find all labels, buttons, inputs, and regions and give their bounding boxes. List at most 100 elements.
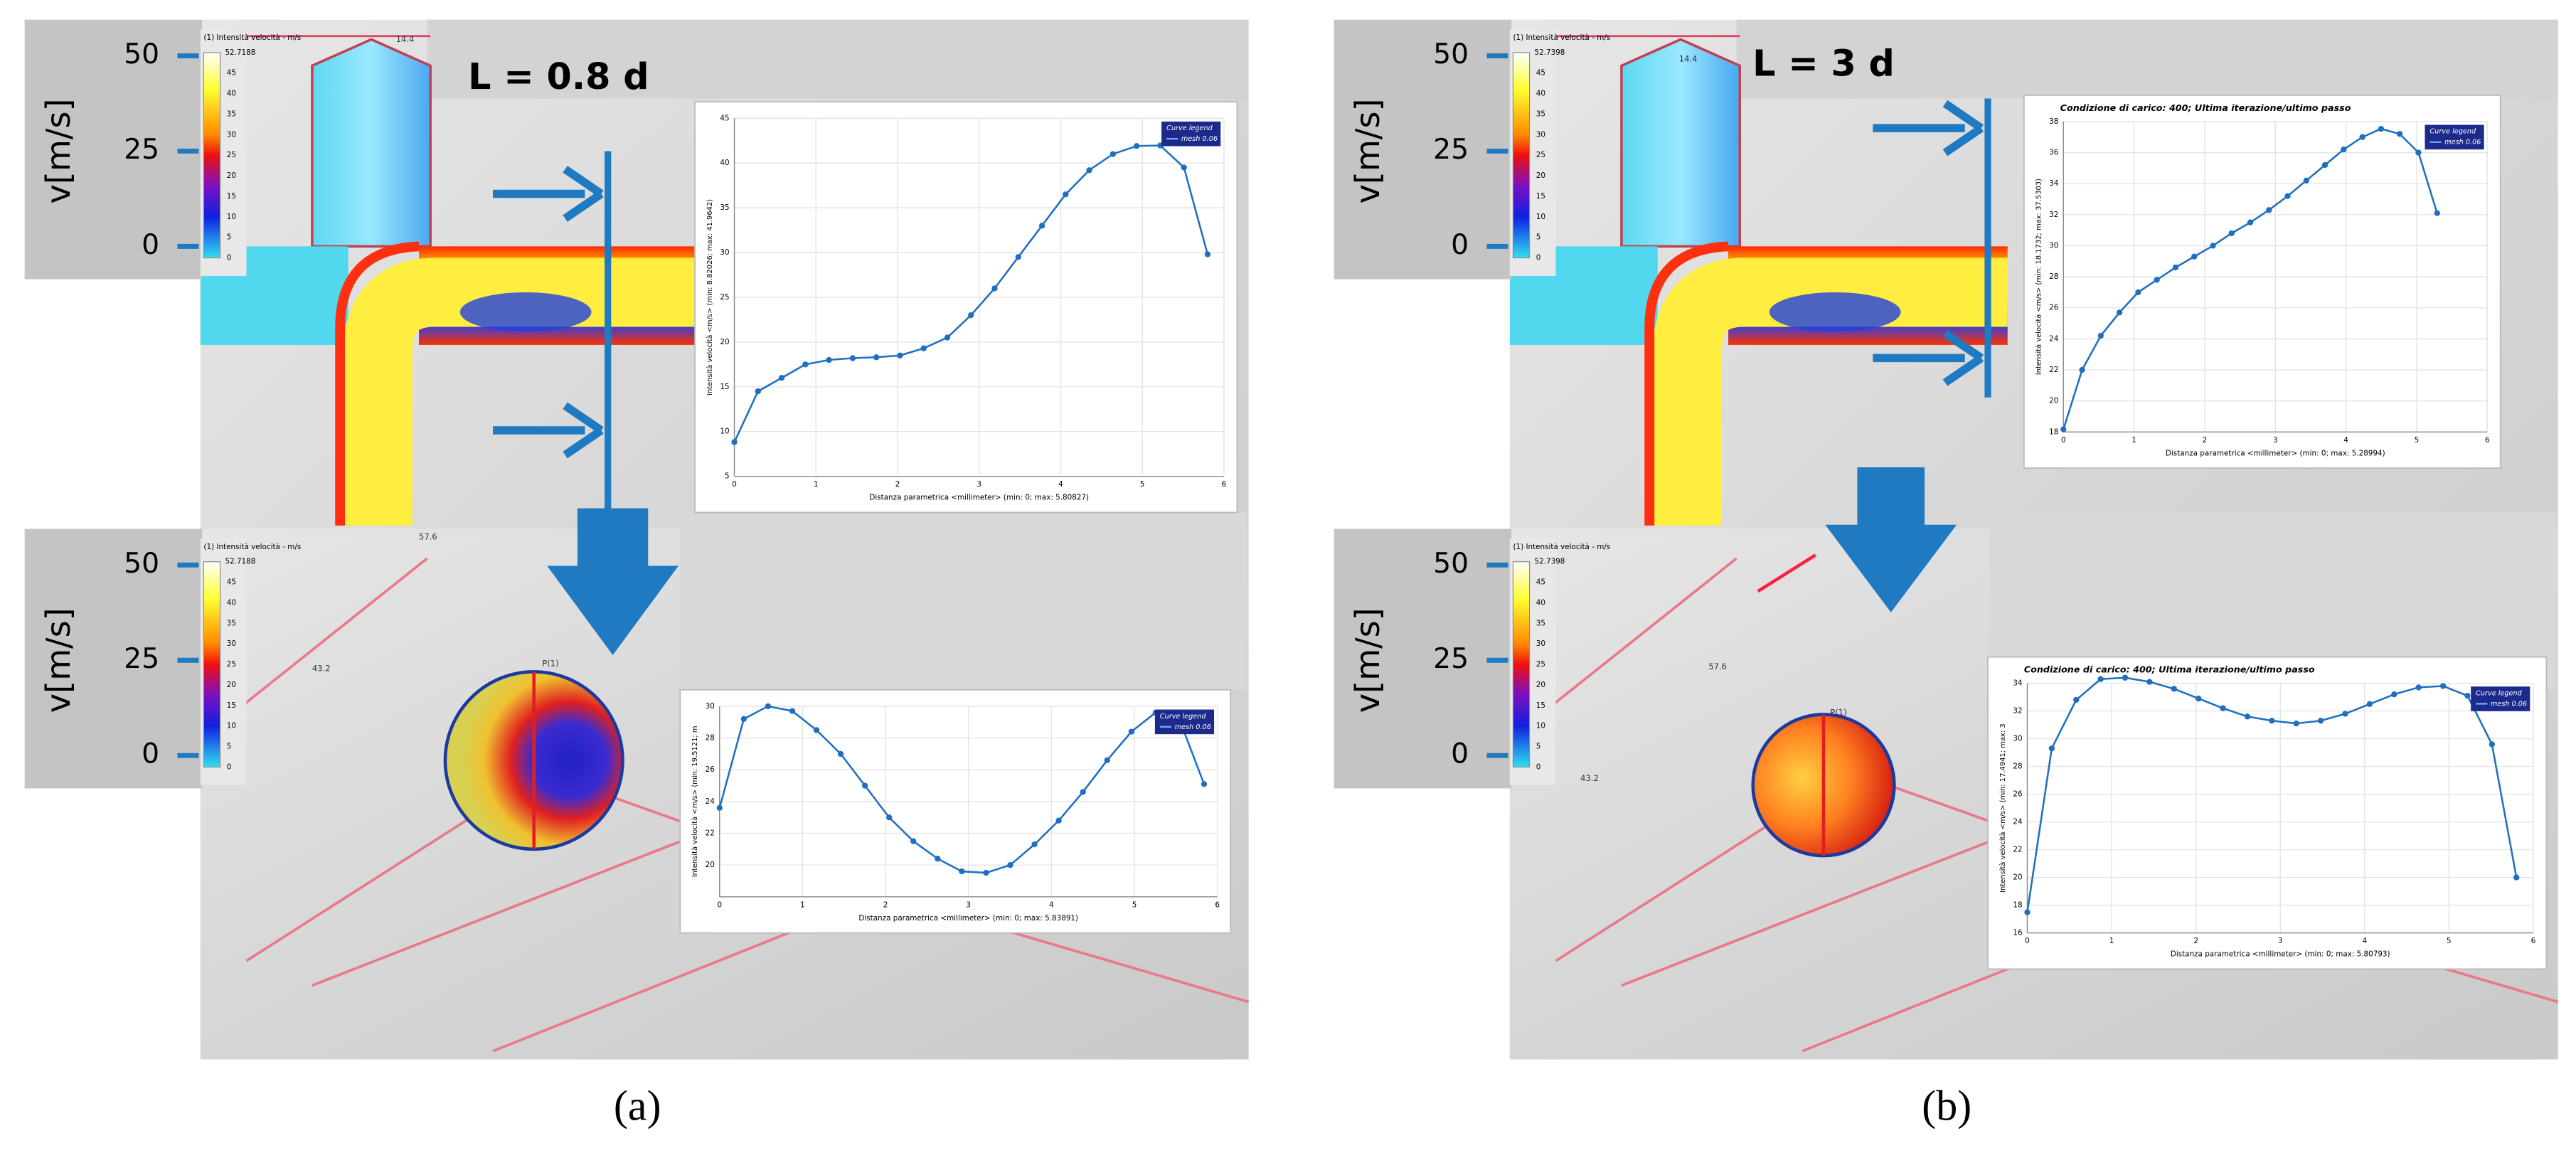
colorbar-tick-label: 45 bbox=[227, 578, 236, 587]
legend-entry: mesh 0.06 bbox=[1175, 723, 1211, 731]
colorbar-max: 52.7188 bbox=[225, 48, 255, 57]
x-tick-label: 2 bbox=[883, 900, 888, 909]
legend-box bbox=[2425, 124, 2484, 150]
x-tick-label: 1 bbox=[814, 480, 819, 489]
x-tick-label: 4 bbox=[2362, 937, 2367, 945]
data-point bbox=[2321, 161, 2328, 169]
colorbar-tick-label: 35 bbox=[1536, 110, 1545, 118]
y-tick-label: 26 bbox=[706, 765, 715, 774]
down-arrow bbox=[547, 508, 678, 655]
colorbar-tick-label: 30 bbox=[227, 639, 236, 648]
data-point bbox=[2244, 713, 2251, 720]
legend-box bbox=[1161, 121, 1221, 147]
axis-tick-label: 50 bbox=[124, 38, 159, 70]
legend-box bbox=[2471, 686, 2530, 711]
colorbar-max: 52.7398 bbox=[1534, 48, 1565, 57]
section-markers-b bbox=[1825, 98, 1991, 612]
x-axis-label: Distanza parametrica <millimeter> (min: … bbox=[2166, 449, 2385, 457]
data-point bbox=[2366, 701, 2373, 707]
data-point bbox=[2210, 243, 2216, 249]
data-point bbox=[2073, 696, 2080, 703]
x-tick-label: 5 bbox=[1132, 900, 1137, 909]
y-tick-label: 20 bbox=[2013, 873, 2022, 882]
y-tick-label: 45 bbox=[720, 114, 729, 122]
colorbar-tick-label: 40 bbox=[227, 598, 236, 607]
data-point bbox=[873, 354, 880, 361]
chart-title: Condizione di carico: 400; Ultima iteraz… bbox=[2060, 102, 2351, 113]
colorbar bbox=[1512, 52, 1531, 259]
section-markers-a bbox=[492, 151, 678, 655]
annotation: 43.2 bbox=[312, 663, 331, 673]
data-point bbox=[983, 869, 989, 876]
colorbar-tick-label: 0 bbox=[1536, 763, 1541, 771]
x-axis-label: Distanza parametrica <millimeter> (min: … bbox=[858, 914, 1078, 923]
chart-frame bbox=[1987, 656, 2548, 970]
colorbar-tick-label: 25 bbox=[227, 660, 236, 669]
data-point bbox=[837, 750, 844, 758]
y-tick-label: 35 bbox=[720, 203, 729, 212]
colorbar-tick-label: 0 bbox=[227, 254, 232, 262]
x-tick-label: 1 bbox=[800, 900, 805, 909]
x-tick-label: 3 bbox=[2273, 436, 2278, 445]
data-point bbox=[2489, 741, 2495, 748]
data-point bbox=[2097, 676, 2104, 682]
annotation: 43.2 bbox=[1580, 773, 1599, 783]
data-point bbox=[2228, 230, 2235, 237]
colorbar-tick-label: 35 bbox=[1536, 619, 1545, 627]
data-point bbox=[2247, 219, 2254, 225]
y-tick-label: 34 bbox=[2013, 679, 2023, 688]
x-tick-label: 1 bbox=[2131, 436, 2136, 445]
data-point bbox=[1133, 143, 1140, 149]
y-tick-label: 30 bbox=[720, 248, 729, 257]
axis-tick-label: 0 bbox=[1451, 229, 1469, 261]
x-axis-label: Distanza parametrica <millimeter> (min: … bbox=[2171, 950, 2390, 959]
colorbar-tick-label: 40 bbox=[1536, 598, 1545, 607]
data-point bbox=[740, 716, 747, 722]
y-axis-label: Intensità velocità <m/s> (min: 8.82026; … bbox=[706, 199, 714, 395]
axis-title: v[m/s] bbox=[39, 607, 78, 713]
data-point bbox=[1007, 861, 1013, 868]
legend-entry: mesh 0.06 bbox=[1181, 135, 1218, 143]
data-point bbox=[802, 361, 809, 368]
data-point bbox=[2293, 720, 2299, 727]
colorbar-tick-label: 20 bbox=[227, 681, 236, 689]
x-tick-label: 5 bbox=[2447, 937, 2452, 945]
axis-tick-label: 25 bbox=[1433, 643, 1469, 675]
colorbar-tick-label: 40 bbox=[227, 90, 236, 98]
y-tick-label: 38 bbox=[2049, 117, 2058, 126]
down-arrow bbox=[1825, 467, 1957, 612]
annotation: 14.4 bbox=[396, 34, 415, 44]
data-point bbox=[2146, 679, 2153, 685]
y-tick-label: 32 bbox=[2049, 211, 2058, 219]
x-tick-label: 6 bbox=[2531, 937, 2536, 945]
x-tick-label: 0 bbox=[2025, 937, 2030, 945]
y-tick-label: 16 bbox=[2013, 929, 2022, 937]
data-point bbox=[2154, 277, 2160, 283]
data-point bbox=[731, 439, 738, 445]
x-tick-label: 3 bbox=[966, 900, 971, 909]
scale-box bbox=[1334, 528, 1512, 789]
data-point bbox=[910, 838, 917, 844]
data-point bbox=[2220, 705, 2226, 711]
data-point bbox=[991, 285, 998, 292]
axis-title: v[m/s] bbox=[1348, 98, 1387, 203]
data-point bbox=[2359, 134, 2365, 140]
data-point bbox=[2196, 695, 2202, 702]
y-tick-label: 26 bbox=[2013, 790, 2022, 799]
axis-tick-label: 25 bbox=[124, 643, 159, 675]
data-point bbox=[1063, 191, 1069, 198]
chart-frame bbox=[679, 689, 1232, 934]
scale-box bbox=[24, 528, 203, 789]
y-tick-label: 18 bbox=[2049, 427, 2058, 436]
axis-tick-label: 25 bbox=[1433, 134, 1469, 166]
colorbar-title: (1) Intensità velocità - m/s bbox=[203, 33, 301, 42]
colorbar-tick-label: 25 bbox=[1536, 660, 1545, 669]
annotation: 14.4 bbox=[1679, 54, 1698, 64]
colorbar-tick-label: 5 bbox=[227, 233, 232, 242]
colorbar-title: (1) Intensità velocità - m/s bbox=[203, 543, 301, 551]
y-tick-label: 5 bbox=[725, 472, 730, 481]
data-point bbox=[1015, 254, 1021, 260]
x-tick-label: 6 bbox=[2485, 436, 2490, 445]
legend-title: Curve legend bbox=[1160, 713, 1207, 721]
